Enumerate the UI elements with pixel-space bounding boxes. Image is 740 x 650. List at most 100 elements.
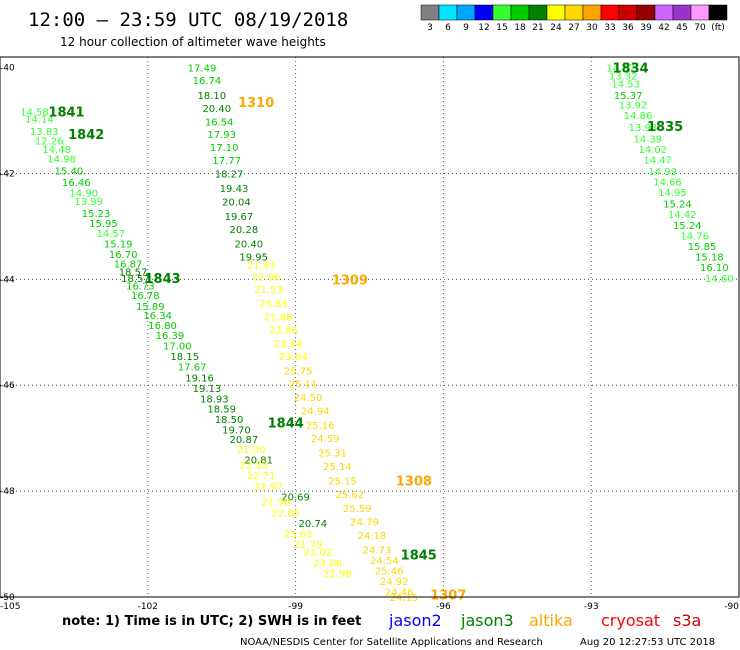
satellite-legend-item: s3a xyxy=(673,611,701,630)
swh-point: 17.67 xyxy=(178,363,207,374)
y-tick-label: -42 xyxy=(0,169,15,179)
swh-point: 18.57 xyxy=(121,274,150,285)
swh-point: 14.86 xyxy=(624,111,653,122)
swh-point: 24.92 xyxy=(380,577,409,588)
swh-point: 14.90 xyxy=(69,189,98,200)
swh-point: 19.95 xyxy=(239,253,268,264)
swh-point: 13.83 xyxy=(30,127,59,138)
pass-time-label: 1310 xyxy=(238,96,274,111)
swh-point: 23.63 xyxy=(284,529,313,540)
swh-point: 25.75 xyxy=(284,366,313,377)
swh-point: 22.86 xyxy=(269,326,298,337)
swh-point: 15.19 xyxy=(104,239,133,250)
swh-point: 25.14 xyxy=(323,462,352,473)
swh-point: 18.57 xyxy=(119,267,148,278)
swh-point: 14.47 xyxy=(643,156,672,167)
colorbar-label: 24 xyxy=(550,23,562,33)
swh-point: 19.16 xyxy=(185,373,214,384)
colorbar-label: 18 xyxy=(514,23,526,33)
swh-point: 15.37 xyxy=(614,91,643,102)
colorbar-swatch xyxy=(708,4,728,21)
swh-point: 17.00 xyxy=(163,342,192,353)
plot-frame xyxy=(0,56,740,598)
timestamp-text: Aug 20 12:27:53 UTC 2018 xyxy=(580,637,715,648)
swh-point: 18.15 xyxy=(170,352,199,363)
colorbar-label: 33 xyxy=(604,23,615,33)
swh-point: 20.81 xyxy=(244,455,273,466)
swh-point: 23.04 xyxy=(279,352,308,363)
pass-time-label: 1309 xyxy=(332,273,368,288)
swh-point: 16.46 xyxy=(62,178,91,189)
swh-point: 16.74 xyxy=(193,76,222,87)
swh-point: 20.28 xyxy=(230,225,259,236)
colorbar-label: 36 xyxy=(622,23,634,33)
swh-point: 23.08 xyxy=(313,559,342,570)
swh-point: 20.87 xyxy=(230,435,259,446)
x-tick-label: -99 xyxy=(288,602,303,612)
grid-lines xyxy=(0,57,739,597)
swh-point: 22.71 xyxy=(247,471,276,482)
swh-point: 17.93 xyxy=(207,130,236,141)
satellite-legend: jason2 jason3 altika cryosat s3a xyxy=(388,611,701,630)
swh-point: 16.87 xyxy=(114,259,143,270)
swh-point: 24.54 xyxy=(370,556,399,567)
x-tick-label: -105 xyxy=(0,602,20,612)
swh-point: 18.93 xyxy=(200,394,229,405)
colorbar-label: 70 xyxy=(694,23,706,33)
swh-point: 25.15 xyxy=(328,477,357,488)
swh-point: 24.15 xyxy=(390,593,419,604)
colorbar-swatch xyxy=(546,4,566,21)
swh-point: 19.67 xyxy=(225,212,254,223)
colorbar-label: 45 xyxy=(676,23,687,33)
chart-title: 12:00 — 23:59 UTC 08/19/2018 xyxy=(28,9,348,31)
swh-point: 17.10 xyxy=(210,143,239,154)
swh-point: 24.18 xyxy=(358,531,387,542)
swh-point: 13.93 xyxy=(629,123,658,134)
swh-point: 13.32 xyxy=(609,72,638,83)
swh-point: 16.39 xyxy=(156,331,185,342)
colorbar-swatch xyxy=(672,4,692,21)
swh-point: 15.24 xyxy=(663,200,692,211)
colorbar-swatch xyxy=(636,4,656,21)
swh-point: 14.42 xyxy=(668,210,697,221)
swh-point: 18.59 xyxy=(207,405,236,416)
colorbar-label: 12 xyxy=(478,23,489,33)
swh-point: 24.94 xyxy=(301,407,330,418)
pass-time-label: 1308 xyxy=(396,475,432,490)
swh-point: 15.18 xyxy=(695,253,724,264)
colorbar-swatch xyxy=(618,4,638,21)
swh-point: 25.11 xyxy=(289,380,318,391)
swh-point: 25.16 xyxy=(306,421,335,432)
colorbar-swatch xyxy=(438,4,458,21)
pass-time-label: 1843 xyxy=(144,272,180,287)
swh-point: 14.76 xyxy=(680,231,709,242)
y-tick-label: -48 xyxy=(0,487,15,497)
pass-time-label: 1841 xyxy=(48,106,84,121)
swh-point: 21.53 xyxy=(254,285,283,296)
satellite-legend-item: cryosat xyxy=(601,611,660,630)
swh-point: 20.74 xyxy=(299,519,328,530)
swh-point: 23.83 xyxy=(259,299,288,310)
colorbar-swatch xyxy=(564,4,584,21)
swh-point: 22.05 xyxy=(271,508,300,519)
swh-point: 25.59 xyxy=(343,504,372,515)
swh-point: 16.73 xyxy=(126,282,155,293)
swh-point: 15.23 xyxy=(82,209,111,220)
swh-point: 15.40 xyxy=(55,166,84,177)
colorbar-swatch xyxy=(582,4,602,21)
credit-text: NOAA/NESDIS Center for Satellite Applica… xyxy=(240,637,543,648)
swh-point: 16.10 xyxy=(700,263,729,274)
swh-point: 25.62 xyxy=(335,490,364,501)
x-tick-label: -96 xyxy=(436,602,451,612)
pass-time-label: 1844 xyxy=(268,416,304,431)
y-tick-label: -46 xyxy=(0,381,15,391)
swh-point: 15.95 xyxy=(89,219,118,230)
swh-point: 18.10 xyxy=(198,91,227,102)
x-tick-label: -90 xyxy=(724,602,739,612)
swh-point: 14.39 xyxy=(634,135,663,146)
swh-point: 21.97 xyxy=(254,482,283,493)
pass-time-label: 1834 xyxy=(613,62,649,77)
swh-point: 25.31 xyxy=(318,448,347,459)
swh-point: 24.59 xyxy=(311,434,340,445)
